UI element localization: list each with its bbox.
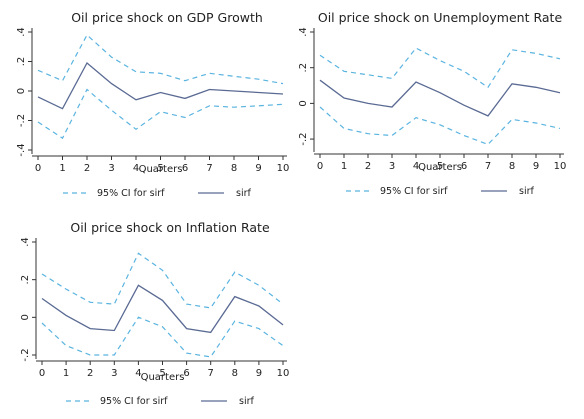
series-line-ci-upper: [38, 35, 283, 84]
x-tick-label: 9: [256, 368, 262, 379]
legend: 95% CI for sirf sirf: [66, 396, 254, 407]
x-axis-label: Quarters: [418, 162, 462, 173]
x-tick-label: 8: [509, 161, 515, 172]
x-tick-label: 1: [341, 161, 347, 172]
x-tick-label: 7: [206, 163, 212, 174]
legend: 95% CI for sirf sirf: [63, 188, 251, 199]
x-tick-label: 10: [277, 368, 290, 379]
x-tick-label: 2: [84, 163, 90, 174]
y-tick-label: -.4: [16, 143, 27, 156]
series-line-ci-lower: [42, 317, 283, 357]
x-tick-label: 7: [485, 161, 491, 172]
series-line-ci-lower: [320, 107, 560, 144]
x-axis-label: Quarters: [141, 372, 185, 383]
legend-sirf-label: sirf: [519, 186, 534, 197]
panel-1: Oil price shock on GDP Growth -.4 -.2 0 .2 .4…: [16, 10, 289, 199]
legend-sirf-label: sirf: [236, 188, 251, 199]
x-tick-label: 3: [111, 368, 117, 379]
x-tick-label: 6: [182, 163, 188, 174]
series-line-sirf: [42, 285, 283, 332]
y-tick-label: 0: [298, 100, 309, 106]
x-tick-label: 10: [554, 161, 567, 172]
series-line-sirf: [38, 63, 283, 109]
panel-3: Oil price shock on Inflation Rate -.2 0 .2.…: [20, 220, 289, 407]
x-tick-label: 2: [365, 161, 371, 172]
chart-title: Oil price shock on Unemployment Rate: [318, 10, 563, 25]
x-tick-label: 8: [232, 368, 238, 379]
x-tick-label: 10: [277, 163, 290, 174]
x-tick-label: 3: [389, 161, 395, 172]
chart-title: Oil price shock on Inflation Rate: [70, 220, 270, 235]
y-tick-label: .2: [20, 275, 31, 285]
y-tick-label: 0: [16, 88, 27, 94]
y-tick-label: .4: [298, 27, 309, 37]
x-tick-label: 9: [255, 163, 261, 174]
x-tick-label: 2: [87, 368, 93, 379]
y-tick-label: -.2: [16, 114, 27, 127]
x-tick-label: 8: [231, 163, 237, 174]
x-axis-label: Quarters: [139, 164, 183, 175]
x-tick-label: 1: [59, 163, 65, 174]
series-line-sirf: [320, 80, 560, 116]
legend: 95% CI for sirf sirf: [346, 186, 534, 197]
x-tick-label: 3: [108, 163, 114, 174]
x-tick-label: 0: [35, 163, 41, 174]
x-tick-label: 9: [533, 161, 539, 172]
legend-ci-label: 95% CI for sirf: [100, 396, 168, 407]
x-tick-label: 7: [208, 368, 214, 379]
chart-title: Oil price shock on GDP Growth: [71, 10, 263, 25]
y-tick-label: 0: [20, 314, 31, 320]
legend-ci-label: 95% CI for sirf: [380, 186, 448, 197]
y-tick-label: .4: [16, 27, 27, 37]
y-tick-label: .2: [16, 57, 27, 67]
x-tick-label: 0: [39, 368, 45, 379]
legend-ci-label: 95% CI for sirf: [97, 188, 165, 199]
y-tick-label: -.2: [298, 132, 309, 145]
x-tick-label: 0: [317, 161, 323, 172]
y-tick-label: .2: [298, 63, 309, 73]
series-line-ci-lower: [38, 90, 283, 139]
panel-2: Oil price shock on Unemployment Rate -.2 0…: [298, 10, 566, 197]
x-tick-label: 1: [63, 368, 69, 379]
y-tick-label: -.2: [20, 348, 31, 361]
legend-sirf-label: sirf: [239, 396, 254, 407]
y-tick-label: .4: [20, 237, 31, 247]
series-line-ci-upper: [320, 48, 560, 87]
